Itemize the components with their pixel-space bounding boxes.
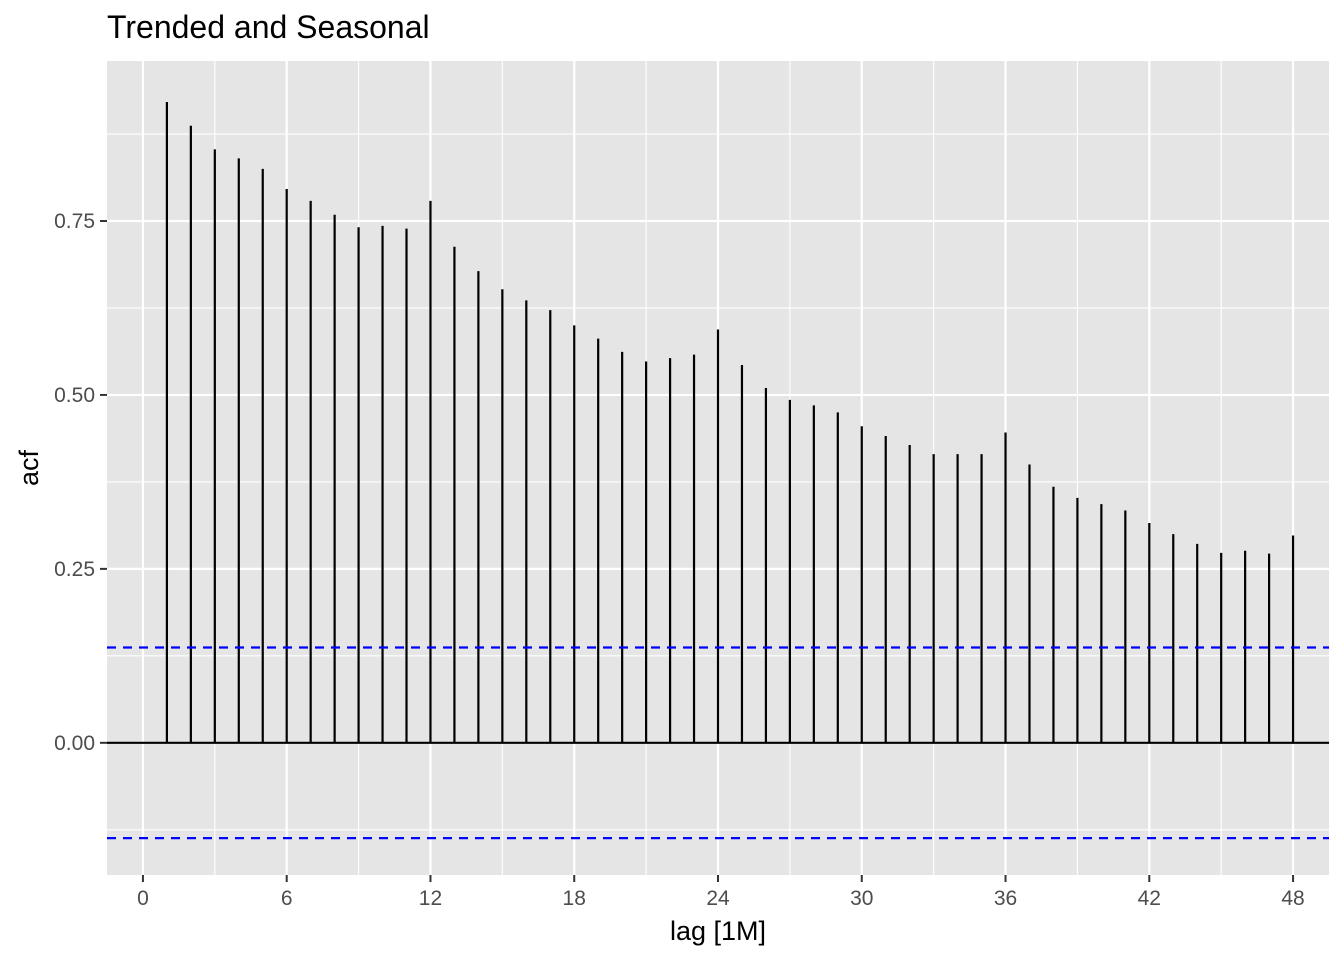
x-tick-label: 36 — [994, 887, 1017, 910]
x-tick-label: 6 — [281, 887, 293, 910]
x-tick-label: 42 — [1138, 887, 1161, 910]
y-tick-label: 0.00 — [54, 732, 95, 755]
x-tick-label: 48 — [1281, 887, 1304, 910]
y-axis: 0.00 0.25 0.50 0.75 — [54, 210, 107, 755]
x-tick-label: 0 — [137, 887, 149, 910]
x-axis: 0 6 12 18 24 30 36 42 48 — [137, 875, 1305, 910]
x-tick-label: 12 — [419, 887, 442, 910]
y-axis-title: acf — [14, 449, 44, 486]
chart-title: Trended and Seasonal — [107, 9, 430, 45]
x-tick-label: 24 — [706, 887, 730, 910]
x-tick-label: 18 — [563, 887, 586, 910]
x-axis-title: lag [1M] — [670, 916, 766, 946]
y-tick-label: 0.50 — [54, 384, 95, 407]
y-tick-label: 0.75 — [54, 210, 95, 233]
y-tick-label: 0.25 — [54, 558, 95, 581]
confidence-bounds — [107, 646, 1329, 840]
x-tick-label: 30 — [850, 887, 873, 910]
